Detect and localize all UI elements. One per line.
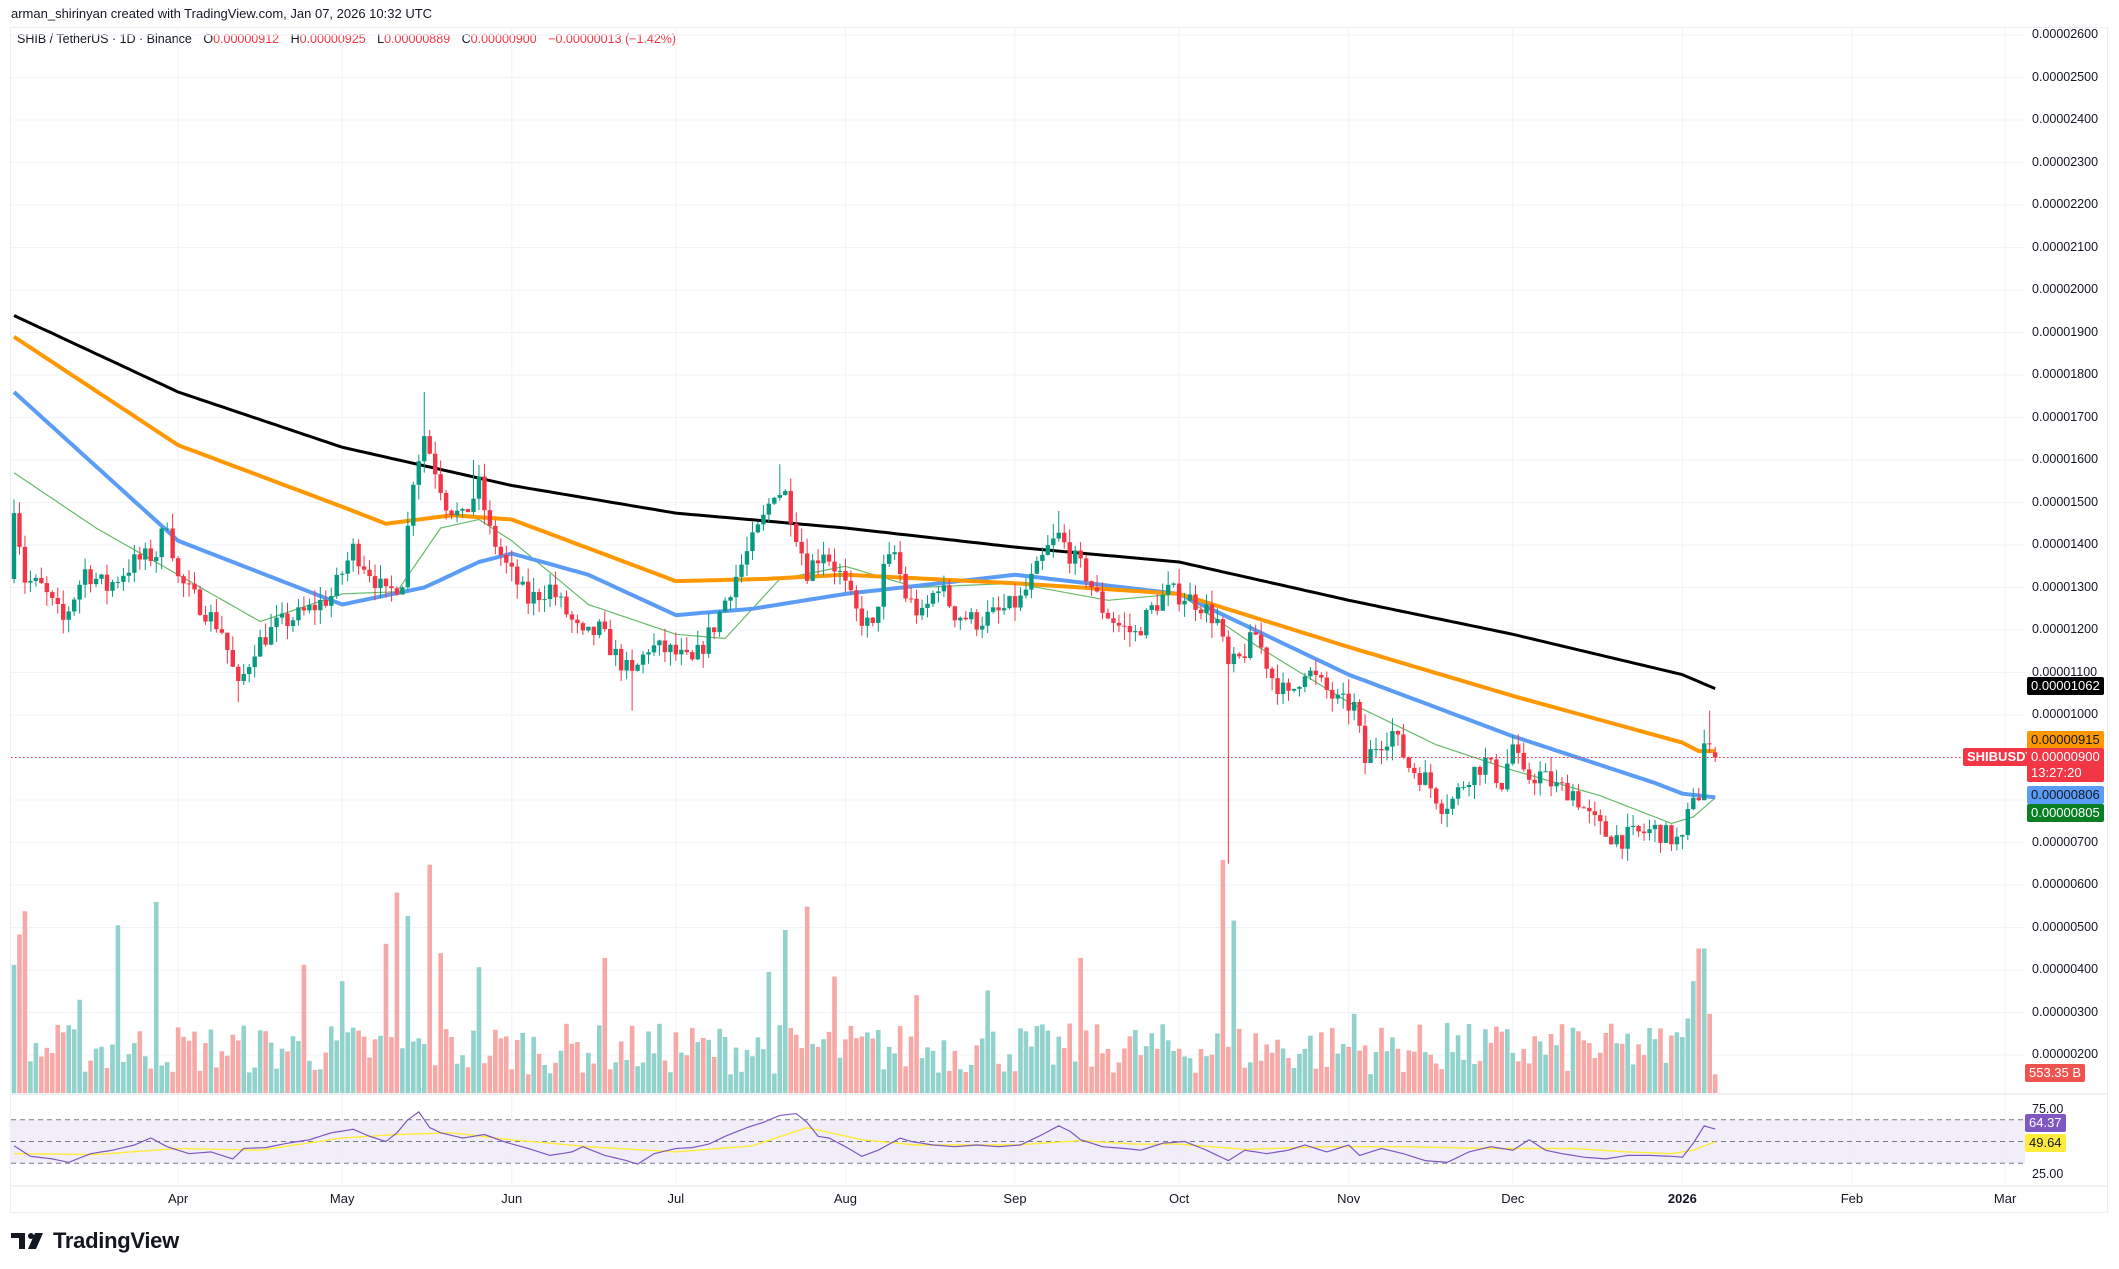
price-axis-label: 0.00001200	[2032, 622, 2099, 636]
ma20-price-tag: 0.00000805	[2027, 804, 2104, 822]
time-axis-label: Sep	[1003, 1191, 1027, 1206]
time-axis-label: Aug	[833, 1191, 858, 1206]
price-axis-label: 0.00000300	[2032, 1004, 2099, 1019]
tradingview-logo-icon	[11, 1233, 43, 1249]
time-axis-label: Oct	[1168, 1191, 1190, 1206]
time-axis-label: Apr	[167, 1191, 189, 1206]
time-axis-label: Jul	[667, 1191, 685, 1206]
price-axis-label: 0.00001600	[2032, 452, 2099, 466]
time-axis-label: 2026	[1667, 1191, 1697, 1206]
rsi-value-tag: 64.37	[2025, 1114, 2066, 1132]
chart-credit: arman_shirinyan created with TradingView…	[11, 6, 433, 21]
price-axis-label: 0.00002400	[2032, 112, 2099, 126]
price-axis-label: 0.00002600	[2032, 27, 2099, 41]
price-axis-label: 0.00002200	[2032, 197, 2099, 211]
last-price-tag: 0.00000900 13:27:20	[2027, 748, 2104, 782]
ma200-price-tag: 0.00001062	[2027, 677, 2104, 695]
price-axis-label: 0.00001400	[2032, 537, 2099, 551]
price-axis-label: 0.00000400	[2032, 962, 2099, 976]
ma50-price-tag: 0.00000806	[2027, 786, 2104, 804]
price-axis-label: 0.00002500	[2032, 69, 2099, 84]
price-axis-label: 0.00000600	[2032, 877, 2099, 891]
time-axis-label: Dec	[1501, 1191, 1525, 1206]
price-axis-label: 0.00000500	[2032, 919, 2099, 934]
tradingview-logo[interactable]: TradingView	[11, 1228, 179, 1254]
price-axis-label: 0.00002300	[2032, 154, 2099, 169]
price-axis-label: 0.00001900	[2032, 324, 2099, 339]
rsi-ma-value-tag: 49.64	[2025, 1134, 2066, 1152]
rsi-lower-label: 25.00	[2032, 1167, 2064, 1181]
chart-frame	[10, 27, 2108, 1213]
price-axis-label: 0.00001700	[2032, 409, 2099, 424]
tradingview-wordmark: TradingView	[53, 1228, 179, 1253]
time-axis-label: Jun	[501, 1191, 523, 1206]
symbol-tag: SHIBUSDT	[1963, 748, 2038, 766]
time-axis-label: May	[329, 1191, 355, 1206]
volume-tag: 553.35 B	[2025, 1064, 2086, 1082]
price-axis-label: 0.00001000	[2032, 707, 2099, 721]
price-axis-label: 0.00001800	[2032, 367, 2099, 381]
price-axis-label: 0.00000200	[2032, 1047, 2099, 1061]
time-axis-label: Nov	[1337, 1191, 1361, 1206]
bar-countdown: 13:27:20	[2031, 765, 2082, 780]
price-axis-label: 0.00002100	[2032, 239, 2099, 254]
price-axis-label: 0.00001100	[2032, 664, 2098, 679]
rsi-upper-label: 75.00	[2032, 1102, 2064, 1116]
last-price-value: 0.00000900	[2031, 749, 2100, 764]
time-axis-label: Mar	[1993, 1191, 2017, 1206]
price-axis-label: 0.00000700	[2032, 834, 2099, 849]
price-axis-label: 0.00001300	[2032, 579, 2099, 594]
price-axis-label: 0.00001500	[2032, 494, 2099, 509]
time-axis-label: Feb	[1840, 1191, 1864, 1206]
ma100-price-tag: 0.00000915	[2027, 731, 2104, 749]
price-axis-label: 0.00002000	[2032, 282, 2099, 296]
